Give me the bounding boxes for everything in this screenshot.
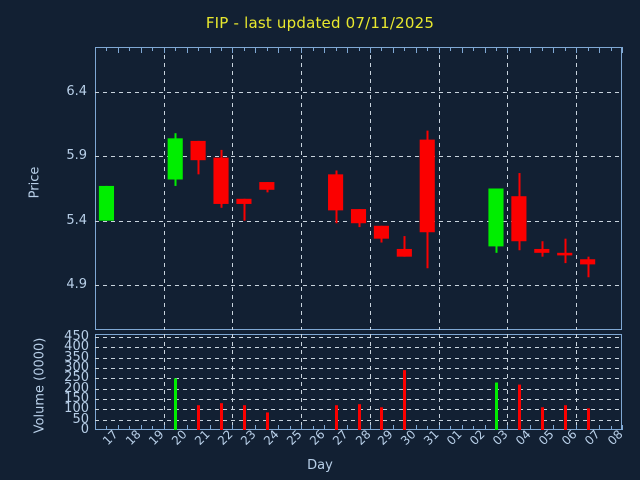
price-plot-area (95, 47, 622, 330)
volume-tick-label: 100 (64, 400, 89, 416)
candle-body (190, 140, 206, 161)
candle-body (488, 188, 504, 247)
candle-body (373, 225, 389, 239)
candle-body (328, 174, 344, 211)
chart-title: FIP - last updated 07/11/2025 (205, 14, 435, 32)
volume-tick-label: 450 (64, 328, 89, 344)
x-axis-label: Day (307, 458, 333, 473)
candle-body (419, 139, 435, 233)
volume-tick-label: 300 (64, 359, 89, 375)
volume-tick-label: 350 (64, 349, 89, 365)
candle-body (580, 259, 596, 265)
volume-tick-label: 400 (64, 338, 89, 354)
candle-body (557, 252, 573, 256)
volume-tick-label: 0 (80, 421, 89, 437)
candle-body (511, 196, 527, 242)
candle-body (350, 209, 367, 224)
volume-tick-label: 50 (72, 411, 89, 427)
price-tick-label: 4.9 (66, 276, 87, 292)
candle-body (236, 198, 252, 204)
candle-body (213, 157, 229, 204)
candle-body (534, 248, 550, 253)
candle-body (167, 138, 183, 180)
volume-tick-label: 150 (64, 390, 89, 406)
volume-tick-label: 200 (64, 380, 89, 396)
volume-tick-label: 250 (64, 369, 89, 385)
candle-body (396, 248, 412, 257)
candle-body (259, 182, 275, 190)
price-tick-label: 5.4 (66, 212, 87, 228)
price-tick-label: 5.9 (66, 147, 87, 163)
candle-body (98, 185, 115, 221)
price-tick-label: 6.4 (66, 83, 87, 99)
